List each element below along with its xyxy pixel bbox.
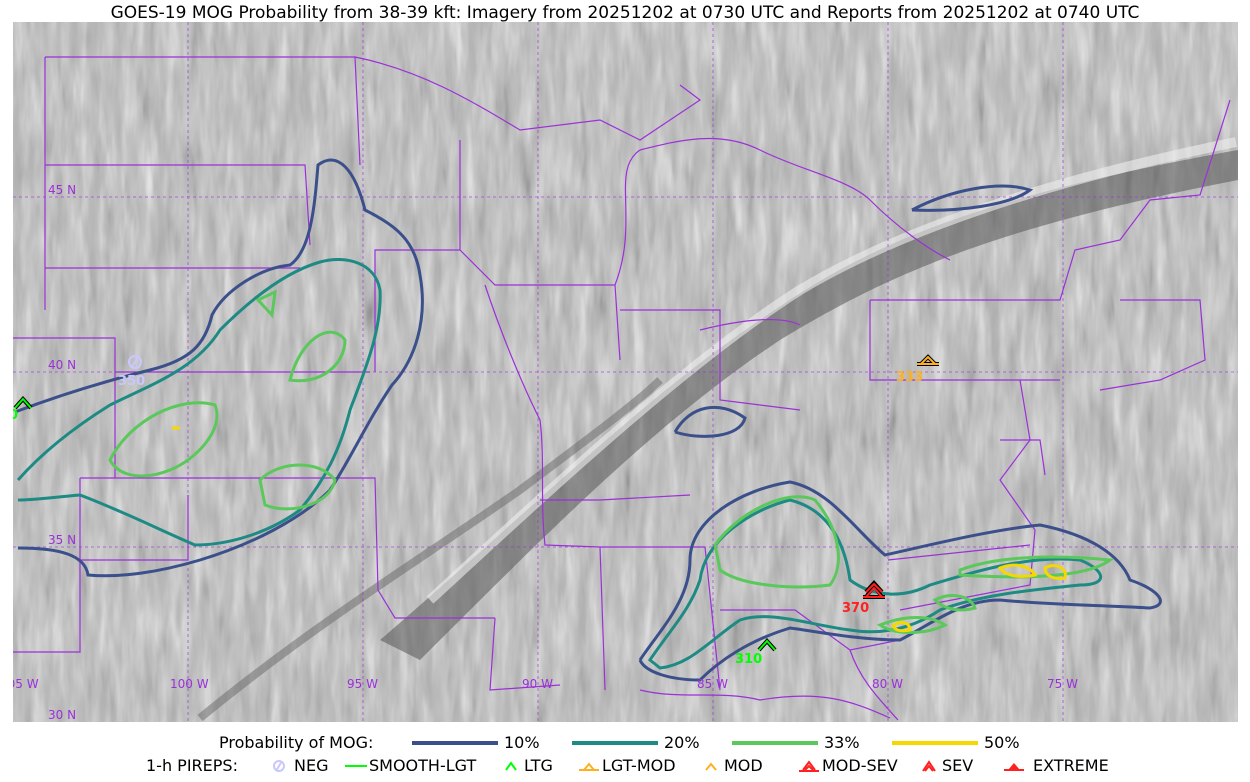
pirep-ltg[interactable]: 50 — [0, 395, 33, 423]
pirep-label: 350 — [118, 374, 145, 389]
pirep-lgt-mod[interactable]: 333 — [896, 354, 939, 385]
swatch-33pct — [732, 740, 818, 745]
legend-label: SMOOTH-LGT — [369, 756, 477, 775]
legend-label: LGT-MOD — [602, 756, 676, 775]
contour-10pct-north — [911, 184, 1034, 212]
swatch-50pct — [892, 740, 978, 745]
legend-item-10: 10% — [412, 733, 540, 752]
legend-label: LTG — [524, 756, 553, 775]
lat-lon-labels: 105 W 100 W 95 W 90 W 85 W 80 W 75 W 45 … — [0, 183, 1078, 722]
contour-33pct-west — [108, 289, 347, 511]
contour-10pct-southeast — [638, 480, 1162, 682]
caret-icon — [505, 760, 517, 771]
contour-33pct-southeast — [713, 495, 1114, 634]
swatch-10pct — [412, 740, 498, 745]
legend-title: Probability of MOG: — [219, 733, 374, 752]
lon-label: 75 W — [1047, 677, 1078, 691]
pirep-legend-title: 1-h PIREPS: — [146, 756, 238, 775]
lon-label: 100 W — [170, 677, 209, 691]
legend-label: 33% — [824, 733, 860, 752]
map: 350 50 333 370 — [0, 22, 1238, 722]
pirep-neg[interactable]: 350 — [118, 355, 145, 389]
satellite-imagery: 350 50 333 370 — [0, 22, 1238, 722]
lat-label: 40 N — [48, 358, 76, 372]
pirep-legend: 1-h PIREPS: NEG SMOOTH-LGT LTG LGT-MOD M… — [0, 756, 1250, 778]
lat-label: 35 N — [48, 533, 76, 547]
contour-10pct-ohio — [673, 405, 747, 438]
legend-item-20: 20% — [572, 733, 700, 752]
caret-bar-icon — [579, 761, 599, 771]
lon-label: 95 W — [347, 677, 378, 691]
pireps: 350 50 333 370 — [0, 354, 939, 667]
lon-label: 105 W — [0, 677, 39, 691]
pirep-mod-sev[interactable]: 370 — [842, 579, 885, 616]
pirep-label: 50 — [0, 408, 18, 423]
line-icon — [345, 764, 367, 767]
lat-label: 45 N — [48, 183, 76, 197]
pirep-label: 310 — [735, 652, 762, 667]
legend-label: MOD — [724, 756, 763, 775]
legend-label: 20% — [664, 733, 700, 752]
lat-label: 30 N — [48, 708, 76, 722]
caret-icon — [705, 761, 717, 771]
lon-label: 80 W — [872, 677, 903, 691]
legend-item-50: 50% — [892, 733, 1020, 752]
filled-triangle-icon — [1004, 762, 1024, 771]
contour-10pct-west — [14, 158, 424, 578]
figure-title: GOES-19 MOG Probability from 38-39 kft: … — [110, 3, 1140, 23]
lon-label: 90 W — [522, 677, 553, 691]
legend-label: EXTREME — [1033, 756, 1109, 775]
double-caret-icon — [922, 759, 936, 772]
swatch-20pct — [572, 740, 658, 745]
legend-label: MOD-SEV — [822, 756, 898, 775]
lon-label: 85 W — [697, 677, 728, 691]
pirep-label: 370 — [842, 601, 869, 616]
legend-label: 50% — [984, 733, 1020, 752]
legend-item-33: 33% — [732, 733, 860, 752]
mog-contours — [14, 158, 1162, 682]
pirep-label: 333 — [896, 370, 923, 385]
double-caret-bar-icon — [799, 759, 819, 772]
contour-50pct-southeast — [172, 426, 1067, 633]
contour-20pct-southeast — [647, 498, 1103, 670]
state-borders — [13, 56, 1231, 721]
neg-circle-slash-icon — [273, 759, 285, 772]
legend-label: 10% — [504, 733, 540, 752]
legend-label: SEV — [942, 756, 974, 775]
legend-label: NEG — [294, 756, 329, 775]
probability-legend: Probability of MOG: 10% 20% 33% 50% — [0, 733, 1250, 755]
contour-20pct-west — [16, 258, 382, 547]
pirep-ltg[interactable]: 310 — [735, 637, 777, 667]
